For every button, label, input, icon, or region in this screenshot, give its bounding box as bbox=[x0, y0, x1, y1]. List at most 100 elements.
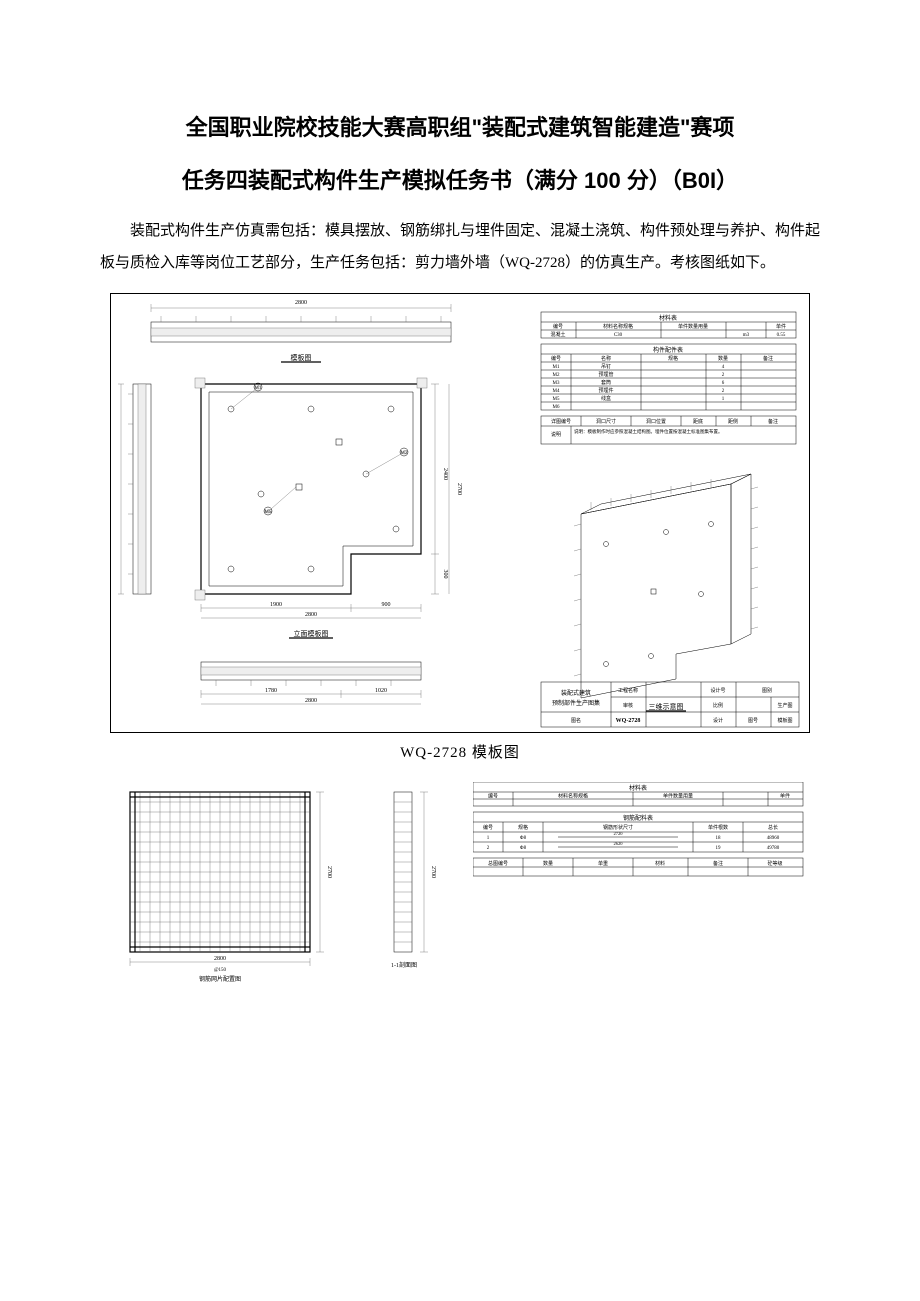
dim-seg1: 900 bbox=[382, 602, 391, 608]
svg-text:编号: 编号 bbox=[488, 793, 498, 800]
svg-text:图名: 图名 bbox=[571, 717, 581, 724]
svg-text:总长: 总长 bbox=[768, 824, 778, 831]
svg-text:0.55: 0.55 bbox=[777, 333, 786, 338]
svg-text:数量: 数量 bbox=[718, 355, 728, 362]
svg-text:规格: 规格 bbox=[518, 824, 528, 831]
svg-text:吊钉: 吊钉 bbox=[601, 363, 611, 370]
svg-text:4: 4 bbox=[722, 365, 725, 370]
svg-text:WQ-2728: WQ-2728 bbox=[616, 718, 641, 724]
svg-text:2700: 2700 bbox=[326, 866, 332, 878]
svg-text:说明：模板制作时应参照混凝土结构图。埋件位置按混凝土标准图集: 说明：模板制作时应参照混凝土结构图。埋件位置按混凝土标准图集布置。 bbox=[574, 428, 723, 435]
dim-ht1: 2400 bbox=[442, 468, 448, 480]
svg-text:总图编号: 总图编号 bbox=[488, 860, 508, 867]
svg-text:材料表: 材料表 bbox=[629, 784, 647, 792]
svg-text:M1: M1 bbox=[553, 365, 560, 370]
svg-text:备注: 备注 bbox=[713, 860, 723, 867]
svg-text:砼等级: 砼等级 bbox=[767, 860, 782, 867]
rebar-side-section: 2700 1-1剖面图 bbox=[369, 782, 459, 982]
svg-text:2720: 2720 bbox=[614, 831, 624, 836]
dim-top-run: 2800 bbox=[295, 300, 307, 306]
svg-text:49780: 49780 bbox=[767, 846, 780, 851]
svg-text:生产图: 生产图 bbox=[777, 702, 792, 709]
svg-text:m3: m3 bbox=[743, 333, 750, 338]
svg-text:2: 2 bbox=[487, 846, 490, 851]
svg-text:线盒: 线盒 bbox=[601, 395, 611, 402]
svg-text:套筒: 套筒 bbox=[601, 379, 611, 386]
top-section-label: 模板图 bbox=[291, 353, 312, 362]
svg-text:M5: M5 bbox=[553, 397, 560, 402]
svg-text:M1: M1 bbox=[255, 386, 262, 391]
svg-text:工程名称: 工程名称 bbox=[618, 687, 638, 694]
svg-text:M4: M4 bbox=[553, 389, 560, 394]
svg-text:编号: 编号 bbox=[483, 824, 493, 831]
grid-label: 钢筋网片配置图 bbox=[199, 975, 241, 982]
svg-text:C30: C30 bbox=[614, 333, 623, 338]
svg-text:距侧: 距侧 bbox=[728, 418, 738, 425]
svg-text:图号: 图号 bbox=[748, 718, 758, 724]
svg-text:M2: M2 bbox=[553, 373, 560, 378]
material-table: 材料表 编号 材料名称规格 单件数量用量 单件 混凝土 C30 m3 0.55 bbox=[541, 312, 796, 338]
note-table: 详图编号 洞口尺寸 洞口位置 距底 距侧 备注 说明 说明：模板制作时应参照混凝… bbox=[541, 416, 796, 444]
svg-text:备注: 备注 bbox=[763, 355, 773, 362]
svg-text:设计号: 设计号 bbox=[710, 687, 725, 694]
svg-text:材料: 材料 bbox=[655, 860, 665, 867]
svg-text:M2: M2 bbox=[401, 451, 408, 456]
svg-text:图别: 图别 bbox=[762, 687, 772, 694]
svg-text:距底: 距底 bbox=[693, 418, 703, 425]
svg-text:6: 6 bbox=[722, 381, 725, 386]
iso-label: 三维示意图 bbox=[649, 702, 684, 711]
svg-text:设计: 设计 bbox=[713, 717, 723, 724]
svg-text:2800: 2800 bbox=[214, 956, 226, 962]
svg-text:2700: 2700 bbox=[430, 866, 436, 878]
svg-text:2620: 2620 bbox=[614, 841, 624, 846]
svg-text:预埋管: 预埋管 bbox=[598, 371, 613, 378]
svg-text:M5: M5 bbox=[265, 510, 272, 515]
parts-table: 构件配件表 编号 名称 规格 数量 备注 M1吊钉4 M2预埋管2 M3套筒6 … bbox=[541, 344, 796, 410]
svg-text:2: 2 bbox=[722, 373, 725, 378]
rebar-grid-view: 2800 @150 2700 钢筋网片配置图 bbox=[110, 782, 355, 982]
svg-text:说明: 说明 bbox=[551, 431, 561, 438]
dim-ht2: 300 bbox=[442, 570, 448, 579]
svg-text:规格: 规格 bbox=[668, 355, 678, 362]
dim-bot-a: 1780 bbox=[265, 688, 277, 694]
svg-text:单重: 单重 bbox=[598, 860, 608, 867]
svg-text:单件根数: 单件根数 bbox=[708, 824, 728, 831]
svg-text:单件数量用量: 单件数量用量 bbox=[663, 793, 693, 800]
drawing-wq2728-template: 2800 模板图 bbox=[110, 293, 810, 733]
rebar-tables: 材料表 编号 材料名称规格 单件数量用量 单件 钢筋配料表 编号 规格 钢筋形状… bbox=[473, 782, 808, 902]
svg-text:装配式建筑: 装配式建筑 bbox=[561, 689, 591, 697]
svg-text:预制部件生产图集: 预制部件生产图集 bbox=[552, 699, 600, 707]
svg-text:预埋件: 预埋件 bbox=[598, 387, 613, 394]
svg-text:编号: 编号 bbox=[551, 355, 561, 362]
svg-text:2: 2 bbox=[722, 389, 725, 394]
svg-text:@150: @150 bbox=[214, 968, 227, 973]
svg-text:48960: 48960 bbox=[767, 836, 780, 841]
svg-text:详图编号: 详图编号 bbox=[551, 418, 571, 425]
svg-text:构件配件表: 构件配件表 bbox=[653, 346, 683, 354]
svg-text:Φ8: Φ8 bbox=[520, 846, 527, 851]
heading-line-2: 任务四装配式构件生产模拟任务书（满分 100 分）（B0I） bbox=[100, 163, 820, 198]
svg-text:模板图: 模板图 bbox=[777, 717, 792, 724]
front-view-label: 立面模板图 bbox=[294, 629, 329, 638]
svg-text:M3: M3 bbox=[553, 381, 560, 386]
svg-text:钢筋配料表: 钢筋配料表 bbox=[623, 814, 653, 822]
svg-text:洞口位置: 洞口位置 bbox=[646, 418, 666, 425]
svg-text:1: 1 bbox=[722, 397, 725, 402]
svg-text:1: 1 bbox=[487, 836, 490, 841]
dim-overall-h: 2700 bbox=[456, 483, 462, 495]
dim-overall-w: 2800 bbox=[305, 612, 317, 618]
svg-text:比例: 比例 bbox=[713, 702, 723, 709]
svg-text:数量: 数量 bbox=[543, 860, 553, 867]
svg-text:Φ8: Φ8 bbox=[520, 836, 527, 841]
side-label: 1-1剖面图 bbox=[391, 961, 417, 969]
heading-line-1: 全国职业院校技能大赛高职组"装配式建筑智能建造"赛项 bbox=[100, 110, 820, 145]
svg-text:单件: 单件 bbox=[780, 793, 790, 800]
svg-text:材料表: 材料表 bbox=[659, 314, 677, 322]
svg-text:混凝土: 混凝土 bbox=[550, 331, 565, 338]
svg-text:材料名称规格: 材料名称规格 bbox=[603, 323, 633, 330]
svg-text:M6: M6 bbox=[553, 405, 560, 410]
svg-text:单件数量用量: 单件数量用量 bbox=[678, 323, 708, 330]
svg-text:备注: 备注 bbox=[768, 418, 778, 425]
svg-text:审核: 审核 bbox=[623, 702, 633, 709]
svg-text:19: 19 bbox=[716, 846, 722, 851]
